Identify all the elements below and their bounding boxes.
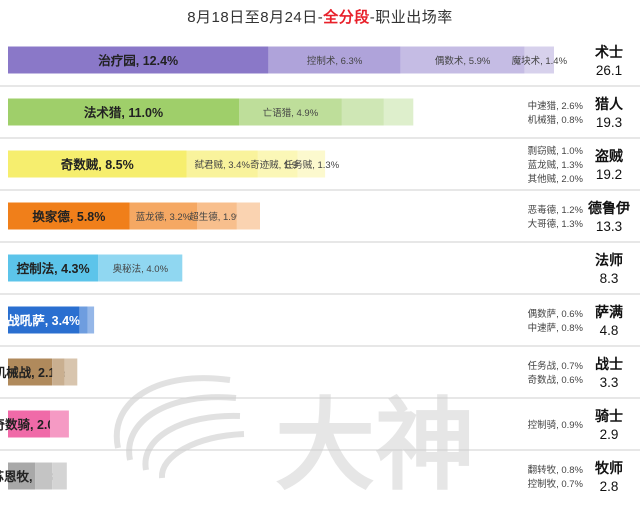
bar-segment-label: 偶数术, 5.9% <box>435 55 491 67</box>
class-name: 法师 <box>595 252 623 268</box>
class-total: 13.3 <box>596 219 622 234</box>
side-deck-label: 翻转牧, 0.8% <box>528 464 584 476</box>
bar-segment <box>8 98 239 126</box>
bar-segment <box>52 358 65 386</box>
bar-segment <box>8 202 130 230</box>
bar-main-label: 奇数骑, 2.0% <box>0 417 65 432</box>
bar-main-label: 治疗园, 12.4% <box>98 53 178 68</box>
bar-segment <box>524 46 554 74</box>
bar-segment-label: 魔块术, 1.4% <box>512 55 568 67</box>
bar-segment <box>8 462 36 490</box>
bar-segment <box>8 150 187 178</box>
bar-segment <box>8 254 99 282</box>
side-deck-label: 中速猎, 2.6% <box>528 100 584 112</box>
class-name: 骑士 <box>595 408 623 424</box>
side-deck-label: 恶毒德, 1.2% <box>528 204 584 216</box>
bar-segment <box>268 46 401 74</box>
side-deck-label: 中速萨, 0.8% <box>528 322 584 334</box>
class-total: 4.8 <box>600 323 619 338</box>
bar-main-label: 控制法, 4.3% <box>17 261 90 276</box>
side-deck-label: 控制牧, 0.7% <box>528 478 584 490</box>
bar-segment <box>297 150 326 178</box>
side-deck-label: 偶数萨, 0.6% <box>528 308 584 320</box>
bar-segment-label: 弑君贼, 3.4% <box>194 159 250 171</box>
bar-segment <box>400 46 525 74</box>
bar-segment <box>98 254 183 282</box>
class-name: 术士 <box>595 44 623 60</box>
side-deck-label: 其他贼, 2.0% <box>528 173 584 185</box>
side-deck-label: 奇数战, 0.6% <box>528 374 584 386</box>
bar-segment <box>8 358 53 386</box>
class-name: 牧师 <box>595 460 623 476</box>
bar-segment-label: 奥秘法, 4.0% <box>113 263 169 275</box>
side-deck-label: 控制骑, 0.9% <box>528 419 584 431</box>
class-total: 19.2 <box>596 167 622 182</box>
class-total: 2.8 <box>600 479 619 494</box>
bar-segment <box>197 202 237 230</box>
bar-segment <box>383 98 414 126</box>
bar-segment <box>64 358 78 386</box>
side-deck-label: 剽窃贼, 1.0% <box>528 145 584 157</box>
bar-segment-label: 任务贼, 1.3% <box>284 159 340 171</box>
class-name: 战士 <box>595 356 623 372</box>
bar-segment <box>239 98 342 126</box>
bar-segment-label: 蓝龙德, 3.2% <box>136 211 192 223</box>
class-total: 19.3 <box>596 115 622 130</box>
class-name: 萨满 <box>595 304 623 320</box>
side-deck-label: 大哥德, 1.3% <box>528 218 584 230</box>
class-total: 26.1 <box>596 63 622 78</box>
bar-segment <box>35 462 53 490</box>
bar-segment <box>236 202 260 230</box>
bar-main-label: 换家德, 5.8% <box>32 209 105 224</box>
side-deck-label: 机械猎, 0.8% <box>528 114 584 126</box>
bar-segment <box>341 98 384 126</box>
side-deck-label: 任务战, 0.7% <box>528 360 584 372</box>
bar-segment <box>52 462 67 490</box>
title-suffix: -职业出场率 <box>369 9 453 26</box>
bar-segment-label: 亡语猎, 4.9% <box>263 107 319 119</box>
bar-segment-label: 控制术, 6.3% <box>307 55 363 67</box>
bar-segment-label: 超生德, 1.9% <box>189 211 245 223</box>
class-name: 盗贼 <box>595 148 623 164</box>
side-deck-label: 蓝龙贼, 1.3% <box>528 159 584 171</box>
bar-main-label: 机械战, 2.1% <box>0 365 67 380</box>
title-highlight: 全分段 <box>323 9 370 26</box>
chart-title: 8月18日至8月24日-全分段-职业出场率 <box>0 6 640 27</box>
title-prefix: 8月18日至8月24日- <box>187 9 324 26</box>
bar-segment <box>186 150 258 178</box>
bar-segment <box>50 410 69 438</box>
bar-segment <box>8 46 269 74</box>
class-name: 猎人 <box>595 96 624 112</box>
bar-segment <box>87 306 95 334</box>
class-total: 8.3 <box>600 271 619 286</box>
class-total: 3.3 <box>600 375 619 390</box>
bar-segment <box>8 410 50 438</box>
bar-segment <box>79 306 88 334</box>
bar-segment <box>129 202 197 230</box>
bar-segment-label: 奇迹贼, 1.9% <box>250 159 306 171</box>
bar-segment <box>257 150 298 178</box>
bar-main-label: 法术猎, 11.0% <box>84 105 163 120</box>
class-name: 德鲁伊 <box>588 200 630 216</box>
bar-main-label: 奇数贼, 8.5% <box>61 157 134 172</box>
bar-main-label: 战吼萨, 3.4% <box>7 313 80 328</box>
bar-segment <box>8 306 80 334</box>
class-total: 2.9 <box>600 427 619 442</box>
